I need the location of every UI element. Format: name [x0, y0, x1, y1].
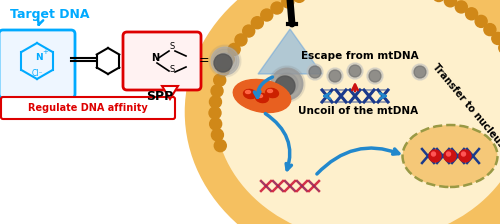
FancyBboxPatch shape [123, 32, 201, 90]
Circle shape [494, 13, 500, 27]
Text: =: = [198, 54, 209, 67]
Circle shape [209, 45, 241, 77]
Circle shape [463, 0, 477, 2]
Polygon shape [162, 86, 178, 99]
Circle shape [462, 152, 466, 156]
Circle shape [446, 152, 450, 156]
Circle shape [210, 118, 222, 130]
Ellipse shape [200, 0, 500, 224]
Circle shape [240, 5, 254, 19]
Polygon shape [258, 29, 322, 74]
Circle shape [309, 66, 321, 78]
Ellipse shape [244, 89, 256, 99]
Circle shape [432, 152, 436, 156]
Circle shape [456, 1, 468, 13]
Circle shape [369, 70, 381, 82]
Text: SPP: SPP [146, 90, 174, 103]
Circle shape [444, 150, 456, 162]
Circle shape [198, 69, 212, 84]
Circle shape [459, 150, 471, 162]
Ellipse shape [256, 93, 268, 103]
Text: Regulate DNA affinity: Regulate DNA affinity [28, 103, 148, 113]
Circle shape [269, 66, 305, 102]
Circle shape [329, 70, 341, 82]
Circle shape [347, 63, 363, 79]
Circle shape [261, 0, 275, 3]
Circle shape [433, 0, 445, 2]
Circle shape [213, 49, 237, 73]
Circle shape [210, 96, 222, 108]
Circle shape [272, 69, 302, 99]
Circle shape [349, 65, 361, 77]
Text: Transfer to nucleus: Transfer to nucleus [430, 62, 500, 150]
Circle shape [194, 94, 207, 108]
Circle shape [475, 15, 487, 27]
Circle shape [211, 85, 223, 97]
Circle shape [412, 64, 428, 80]
Ellipse shape [258, 95, 262, 97]
Circle shape [214, 74, 226, 86]
Text: Escape from mtDNA: Escape from mtDNA [301, 51, 419, 61]
Circle shape [271, 68, 303, 100]
Circle shape [485, 4, 499, 18]
Circle shape [271, 2, 283, 14]
Ellipse shape [268, 90, 272, 93]
Circle shape [202, 58, 216, 72]
Text: Uncoil of the mtDNA: Uncoil of the mtDNA [298, 106, 418, 116]
Circle shape [235, 34, 247, 46]
Circle shape [214, 140, 226, 152]
Circle shape [242, 25, 254, 37]
Circle shape [222, 53, 234, 65]
Circle shape [196, 131, 209, 144]
Circle shape [228, 43, 240, 55]
Circle shape [275, 76, 295, 96]
Circle shape [194, 118, 207, 132]
Text: Cl⁻: Cl⁻ [31, 69, 43, 78]
Circle shape [193, 106, 207, 120]
Circle shape [214, 54, 232, 72]
Text: N: N [35, 52, 43, 62]
Circle shape [250, 0, 264, 11]
Circle shape [466, 8, 477, 20]
Circle shape [444, 0, 456, 7]
Text: Target DNA: Target DNA [10, 7, 90, 21]
Text: +: + [42, 49, 48, 55]
Text: N: N [151, 53, 159, 63]
Circle shape [222, 25, 235, 39]
Ellipse shape [266, 88, 278, 98]
Circle shape [293, 0, 305, 2]
Circle shape [474, 0, 488, 9]
Circle shape [230, 15, 244, 29]
Text: S: S [170, 65, 174, 74]
Ellipse shape [402, 125, 498, 187]
FancyBboxPatch shape [0, 30, 75, 98]
Ellipse shape [234, 80, 290, 112]
Circle shape [327, 68, 343, 84]
Circle shape [492, 32, 500, 44]
Circle shape [209, 107, 221, 119]
Circle shape [217, 53, 233, 69]
Circle shape [218, 64, 230, 75]
FancyBboxPatch shape [1, 97, 175, 119]
Circle shape [280, 77, 294, 91]
Circle shape [414, 66, 426, 78]
Circle shape [429, 150, 441, 162]
Circle shape [252, 17, 264, 29]
Circle shape [276, 73, 298, 95]
Circle shape [199, 142, 213, 157]
Circle shape [195, 82, 209, 95]
Circle shape [484, 24, 496, 36]
Circle shape [214, 35, 228, 49]
Circle shape [499, 42, 500, 54]
Circle shape [307, 64, 323, 80]
Circle shape [212, 129, 224, 141]
Circle shape [261, 9, 273, 21]
Circle shape [208, 46, 222, 60]
Circle shape [367, 68, 383, 84]
Circle shape [211, 47, 239, 75]
Ellipse shape [246, 90, 250, 93]
Circle shape [282, 0, 294, 8]
Text: S: S [170, 42, 174, 51]
